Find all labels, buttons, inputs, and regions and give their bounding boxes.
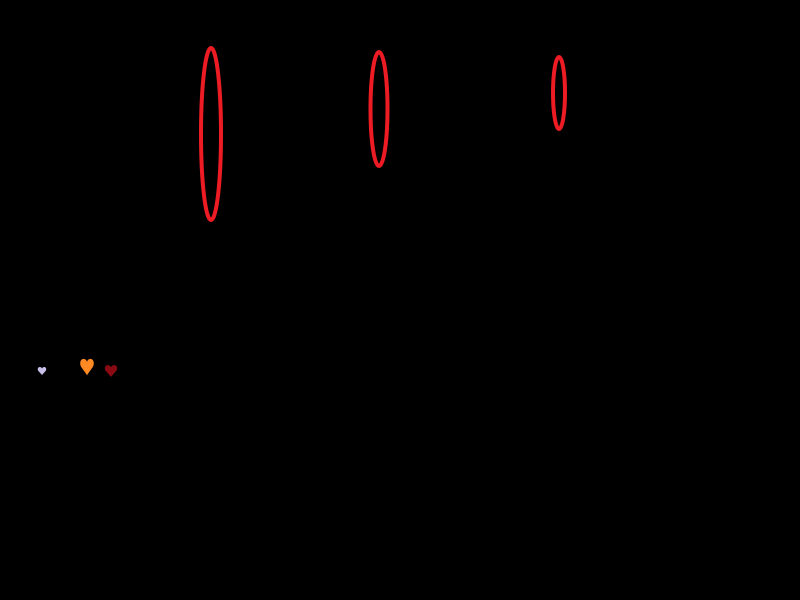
- red-ellipse-large: [199, 46, 223, 222]
- red-ellipse-small: [551, 55, 567, 131]
- red-ellipse-medium: [368, 50, 390, 168]
- orange-heart-icon: [80, 358, 94, 376]
- lavender-heart-icon: [37, 366, 47, 376]
- dark-red-heart-icon: [104, 365, 118, 377]
